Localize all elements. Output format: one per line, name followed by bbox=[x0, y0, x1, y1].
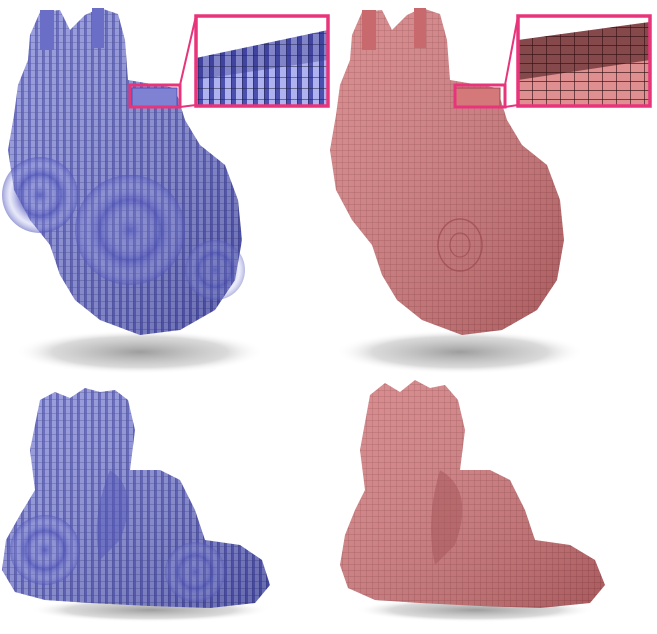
inset-zoom bbox=[194, 14, 330, 108]
inset-marker bbox=[128, 83, 182, 109]
ground-shadow bbox=[335, 330, 585, 374]
panel-bottom-left bbox=[2, 388, 270, 622]
ground-shadow bbox=[15, 330, 265, 374]
panel-bottom-right bbox=[340, 380, 605, 622]
inset-zoom bbox=[516, 14, 652, 108]
inset-marker bbox=[453, 83, 507, 109]
ring-pattern bbox=[75, 175, 185, 285]
panel-top-right bbox=[330, 8, 652, 374]
panel-top-left bbox=[2, 8, 330, 374]
ring-pattern bbox=[2, 157, 78, 233]
ring-pattern bbox=[185, 240, 245, 300]
